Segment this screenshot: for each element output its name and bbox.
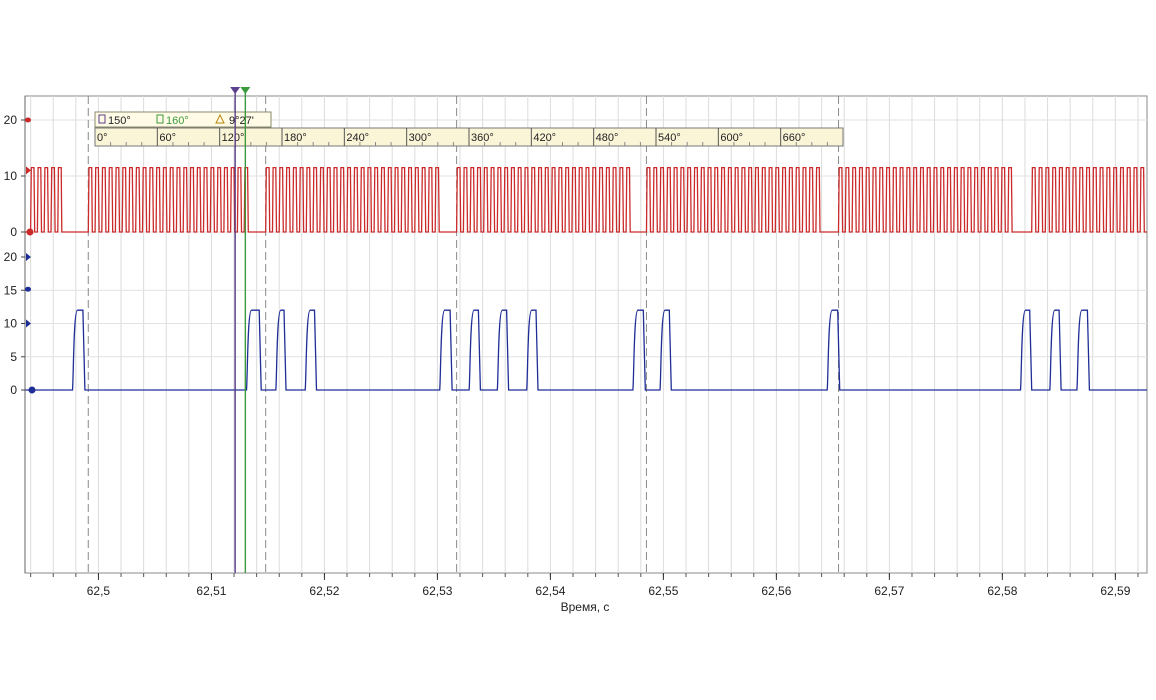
x-tick-label: 62,52 (309, 584, 339, 598)
blue-pulse-trace (25, 309, 1147, 391)
blue-top-marker (26, 253, 31, 261)
x-tick-label: 62,55 (648, 584, 678, 598)
cursors[interactable] (230, 87, 251, 573)
x-tick-label: 62,53 (422, 584, 452, 598)
red-level-marker (26, 166, 31, 175)
blue-y-tick-label: 5 (10, 350, 17, 364)
angle-ruler-label: 300° (409, 132, 432, 144)
angle-ruler-label: 180° (284, 132, 307, 144)
angle-ruler-label: 660° (783, 132, 806, 144)
red-series-trace (25, 166, 1147, 233)
x-tick-label: 62,54 (535, 584, 565, 598)
angle-ruler-label: 0° (97, 132, 108, 144)
red-zero-marker (25, 117, 31, 123)
x-tick-label: 62,56 (761, 584, 791, 598)
cursor2-handle-icon (240, 87, 251, 94)
x-axis-label: Время, с (561, 600, 610, 614)
red-y-tick-label: 0 (10, 225, 17, 239)
delta-glyph-icon (215, 113, 225, 124)
angle-ruler-label: 360° (471, 132, 494, 144)
angle-ruler-label: 120° (222, 132, 245, 144)
x-tick-label: 62,58 (987, 584, 1017, 598)
cursor1-readout: 150° (108, 115, 131, 127)
y-axes: 0 10 20 0 5 10 15 20 (4, 96, 36, 573)
red-y-tick-label: 20 (4, 113, 18, 127)
blue-y-tick-label: 0 (10, 383, 17, 397)
x-tick-label: 62,51 (196, 584, 226, 598)
x-tick-label: 62,57 (874, 584, 904, 598)
angle-ruler-label: 540° (658, 132, 681, 144)
blue-y-tick-label: 15 (4, 283, 18, 297)
blue-y-tick-label: 10 (4, 317, 18, 331)
x-tick-label: 62,59 (1100, 584, 1130, 598)
cursor2-glyph-icon (156, 114, 164, 124)
blue-level-marker (26, 319, 31, 328)
blue-series-trace (25, 309, 1147, 391)
blue-baseline-marker (28, 386, 36, 394)
cursor1-handle-icon (230, 87, 241, 94)
x-tick-label: 62,5 (87, 584, 111, 598)
blue-mid-marker (25, 286, 31, 292)
cursor1-glyph-icon (98, 114, 106, 124)
angle-ruler-label: 240° (346, 132, 369, 144)
angle-ruler-label: 600° (720, 132, 743, 144)
red-baseline-marker (26, 228, 34, 236)
red-pulse-train (25, 166, 1147, 233)
angle-ruler-label: 480° (596, 132, 619, 144)
blue-y-tick-label: 20 (4, 250, 18, 264)
red-y-tick-label: 10 (4, 169, 18, 183)
x-axis: 62,5 62,51 62,52 62,53 62,54 62,55 62,56 62,57 6… (30, 573, 1139, 598)
cursor-readout-box (94, 111, 272, 128)
angle-ruler-label: 60° (159, 132, 176, 144)
angle-ruler-label: 420° (533, 132, 556, 144)
delta-readout: 9°27' (229, 115, 254, 127)
angle-ruler: 0° 60° 120° 180° 240° 300° 360° 420° 480° 540° 600… (94, 111, 844, 147)
cursor2-readout: 160° (166, 115, 189, 127)
